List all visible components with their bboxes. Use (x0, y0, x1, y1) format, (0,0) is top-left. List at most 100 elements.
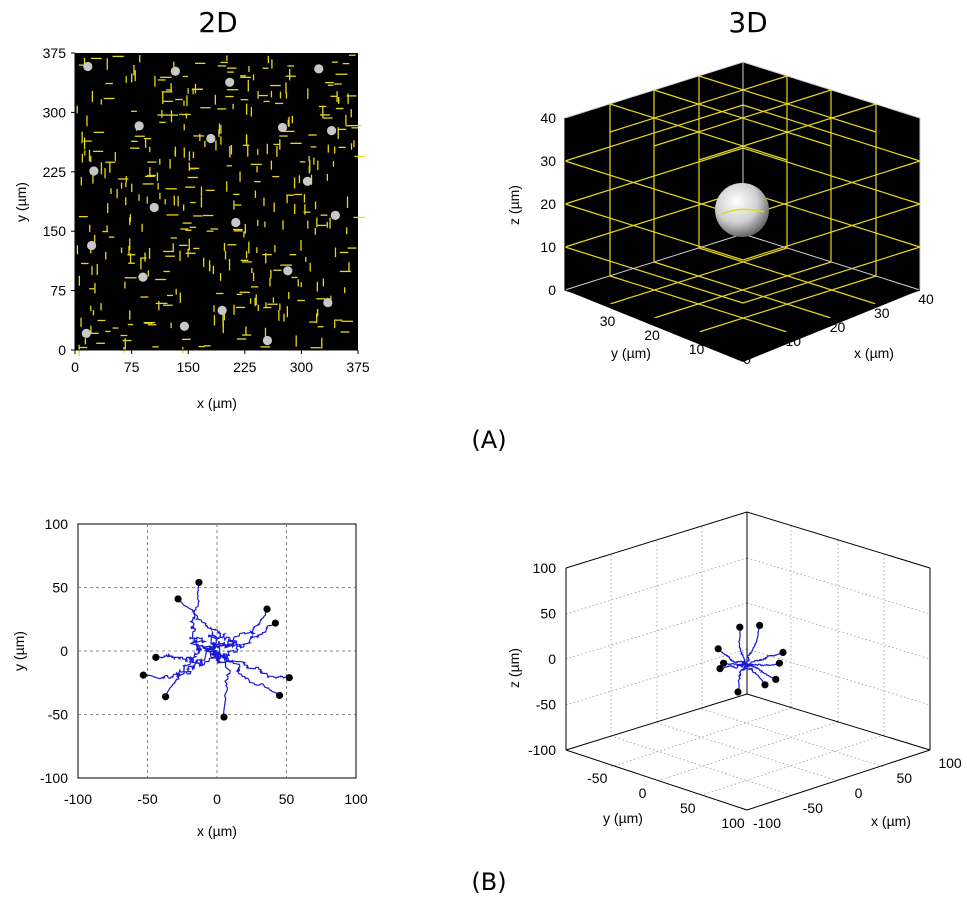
x-tick-label: 20 (830, 319, 846, 335)
endpoint-dot (736, 623, 744, 631)
title-3d: 3D (728, 6, 767, 39)
z-tick-label: 40 (540, 110, 556, 126)
endpoint-dot (761, 681, 769, 689)
y-tick-label: 30 (600, 313, 616, 329)
cell-point (277, 122, 288, 133)
a3d-ticks: 0 10 20 30 40 10 20 30 0 10 20 30 40 (540, 110, 934, 367)
a3d-axis-lines (564, 118, 921, 347)
x-tick-label: 0 (71, 359, 79, 375)
endpoint-dot (174, 595, 182, 603)
cell-point (302, 176, 313, 186)
y-tick-label: 0 (60, 643, 68, 659)
x-tick-label: 100 (344, 791, 368, 807)
z-tick-label: 100 (533, 560, 557, 576)
a3d-cell-fiber (721, 208, 765, 215)
panel-label-a: (A) (471, 426, 506, 454)
y-tick-label: 100 (45, 516, 69, 532)
b2d-endpoints (139, 578, 293, 721)
cell-point (87, 240, 97, 251)
b2d-random-walk (143, 582, 290, 718)
y-tick-label: 10 (689, 341, 705, 357)
endpoint-dot (275, 691, 284, 700)
endpoint-dot (779, 648, 787, 657)
z-tick-label: 30 (540, 153, 556, 169)
b3d-random-walk (717, 625, 784, 693)
x-tick-label: 100 (938, 755, 962, 771)
a2d-ticks: 0 75 150 225 300 375 0 75 150 225 300 375 (43, 45, 370, 375)
cell-point (138, 272, 148, 282)
b3d-ticks: -100 -50 0 50 100 -50 0 50 100 -100 -50 0 50 100 (528, 560, 962, 831)
endpoint-dot (152, 653, 160, 661)
cell-point (231, 217, 241, 228)
cell-point (134, 121, 144, 131)
y-tick-label: 225 (43, 164, 67, 180)
x-tick-label: 150 (177, 359, 201, 375)
cell-point (217, 305, 227, 315)
endpoint-dot (720, 659, 728, 667)
x-tick-label: 40 (918, 291, 934, 307)
a3d-xlabel: x (µm) (854, 345, 894, 361)
title-2d: 2D (198, 6, 237, 39)
z-tick-label: -100 (528, 742, 556, 758)
y-tick-label: 100 (721, 815, 745, 831)
panel-label-b: (B) (471, 868, 506, 896)
x-tick-label: 0 (855, 785, 863, 801)
a2d-cells (81, 61, 340, 346)
endpoint-dot (271, 619, 279, 627)
chart-b-2d: -100 -50 0 50 100 -100 -50 0 50 100 x (µm) y (µm) (11, 516, 368, 839)
endpoint-dot (714, 645, 722, 653)
cell-point (283, 266, 293, 276)
x-tick-label: 50 (279, 791, 295, 807)
z-tick-label: 50 (540, 606, 556, 622)
b3d-box-edges (565, 511, 931, 811)
y-tick-label: -50 (48, 707, 68, 723)
y-tick-label: 20 (644, 327, 660, 343)
a3d-zlabel: z (µm) (506, 185, 522, 225)
z-tick-label: 20 (540, 196, 556, 212)
chart-a-2d: 0 75 150 225 300 375 0 75 150 225 300 375 x (µm) y … (13, 45, 370, 411)
cell-point (179, 321, 190, 331)
endpoint-dot (161, 693, 170, 701)
z-tick-label: 0 (548, 651, 556, 667)
z-tick-label: 10 (540, 239, 556, 255)
b3d-ylabel: y (µm) (603, 810, 643, 826)
x-tick-label: -100 (64, 791, 92, 807)
x-tick-label: 225 (233, 359, 257, 375)
endpoint-dot (220, 713, 228, 721)
y-tick-label: 50 (52, 580, 68, 596)
cell-point (170, 66, 180, 76)
y-tick-label: -100 (40, 770, 68, 786)
y-tick-label: -50 (587, 770, 607, 786)
a2d-plot-area (75, 53, 358, 350)
b2d-ticks: -100 -50 0 50 100 -100 -50 0 50 100 (40, 516, 368, 807)
z-tick-label: 0 (548, 282, 556, 298)
a3d-ylabel: y (µm) (611, 345, 651, 361)
b3d-xlabel: x (µm) (871, 813, 911, 829)
a2d-xlabel: x (µm) (197, 395, 237, 411)
cell-point (206, 133, 216, 144)
cell-point (314, 64, 324, 74)
z-tick-label: -50 (536, 697, 556, 713)
b2d-ylabel: y (µm) (11, 631, 27, 671)
cell-point (326, 126, 337, 136)
x-tick-label: 10 (785, 333, 801, 349)
chart-a-3d: 0 10 20 30 40 10 20 30 0 10 20 30 40 z (µm) y (µm) x… (506, 61, 934, 367)
b3d-zlabel: z (µm) (506, 648, 522, 688)
endpoint-dot (285, 674, 293, 682)
cell-point (89, 166, 99, 176)
cell-point (149, 202, 159, 213)
cell-point (83, 61, 93, 72)
x-tick-label: -50 (803, 800, 823, 816)
x-tick-label: -50 (137, 791, 157, 807)
cell-point (81, 328, 91, 338)
endpoint-dot (772, 675, 780, 684)
a2d-fibers (76, 54, 366, 356)
cell-point (225, 77, 235, 87)
x-tick-label: 300 (290, 359, 314, 375)
y-tick-label: 50 (680, 800, 696, 816)
endpoint-dot (734, 688, 742, 696)
y-tick-label: 0 (743, 351, 751, 367)
endpoint-dot (756, 621, 764, 630)
x-tick-label: 0 (213, 791, 221, 807)
